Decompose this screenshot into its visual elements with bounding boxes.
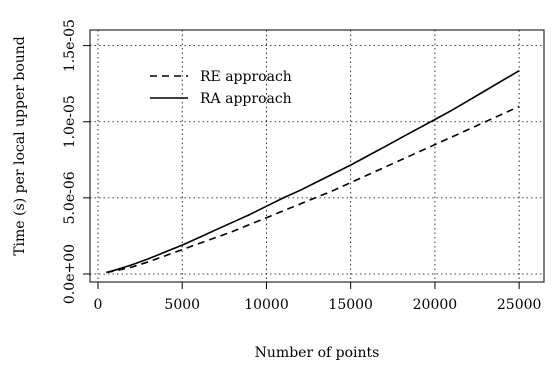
x-axis-label: Number of points xyxy=(255,345,380,361)
x-tick-label: 5000 xyxy=(164,297,200,313)
plot-frame xyxy=(89,29,545,283)
series-line-re xyxy=(106,105,520,274)
grid xyxy=(90,30,544,282)
x-tick-label: 10000 xyxy=(244,297,289,313)
y-tick-label: 0.0e+00 xyxy=(62,244,78,304)
legend-label: RA approach xyxy=(200,91,292,107)
x-tick-label: 25000 xyxy=(497,297,542,313)
plot-series xyxy=(106,70,520,274)
y-tick-label: 5.0e-06 xyxy=(62,171,78,224)
y-tick-label: 1.0e-05 xyxy=(62,95,78,148)
x-tick-label: 0 xyxy=(94,297,103,313)
y-tick-label: 1.5e-05 xyxy=(62,19,78,72)
legend: RE approach RA approach xyxy=(150,69,292,107)
x-tick-label: 20000 xyxy=(413,297,458,313)
series-line-ra xyxy=(106,70,520,274)
y-axis: 0.0e+00 5.0e-06 1.0e-05 1.5e-05 xyxy=(62,19,90,304)
legend-label: RE approach xyxy=(200,69,292,85)
y-axis-label: Time (s) per local upper bound xyxy=(12,36,28,256)
x-tick-label: 15000 xyxy=(328,297,373,313)
x-axis: 0 5000 10000 15000 20000 25000 xyxy=(94,282,542,313)
